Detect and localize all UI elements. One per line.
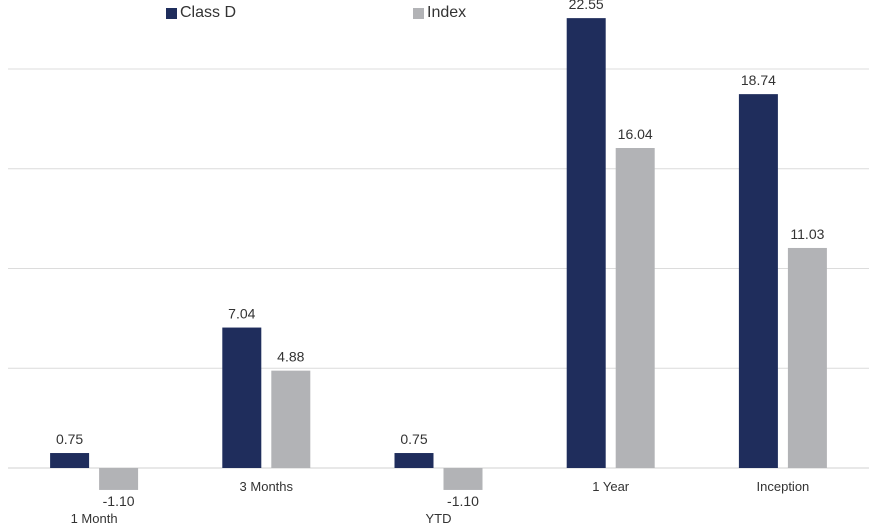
- grid-lines: [8, 68, 869, 469]
- legend-item-index: Index: [413, 4, 466, 22]
- bar-class-d: [738, 94, 778, 469]
- legend-label-class-d: Class D: [180, 4, 237, 21]
- category-label: 1 Year: [592, 479, 630, 494]
- legend-label-index: Index: [427, 4, 467, 21]
- category-label: Inception: [757, 479, 810, 494]
- category-label: YTD: [426, 511, 452, 526]
- legend-swatch-class-d: [166, 7, 177, 19]
- data-label: 22.55: [569, 0, 604, 12]
- data-label: 16.04: [618, 126, 653, 142]
- data-label: 18.74: [741, 72, 776, 88]
- bar-index: [615, 148, 655, 468]
- data-label: 0.75: [400, 431, 427, 447]
- bar-class-d: [222, 327, 262, 468]
- legend-item-class-d: Class D: [166, 4, 236, 22]
- legend: Class D Index: [0, 4, 869, 26]
- bar-class-d: [50, 453, 90, 468]
- data-label: -1.10: [103, 493, 135, 509]
- bar-index: [271, 370, 311, 468]
- data-label: -1.10: [447, 493, 479, 509]
- bar-index: [99, 468, 139, 490]
- data-labels: 0.75 -1.10 7.04 4.88 0.75 -1.10 22.55 16.04 18.7…: [56, 0, 825, 509]
- bar-class-d: [394, 453, 434, 468]
- category-label: 3 Months: [240, 479, 294, 494]
- data-label: 11.03: [790, 226, 824, 242]
- data-label: 4.88: [277, 349, 304, 365]
- category-label: 1 Month: [71, 511, 118, 526]
- bar-class-d: [566, 18, 606, 468]
- bar-index: [443, 468, 483, 490]
- bar-index: [787, 247, 827, 468]
- bars: [50, 18, 827, 490]
- legend-swatch-index: [413, 7, 424, 19]
- category-labels: 1 Month 3 Months YTD 1 Year Inception: [71, 479, 810, 526]
- data-label: 7.04: [228, 306, 255, 322]
- data-label: 0.75: [56, 431, 83, 447]
